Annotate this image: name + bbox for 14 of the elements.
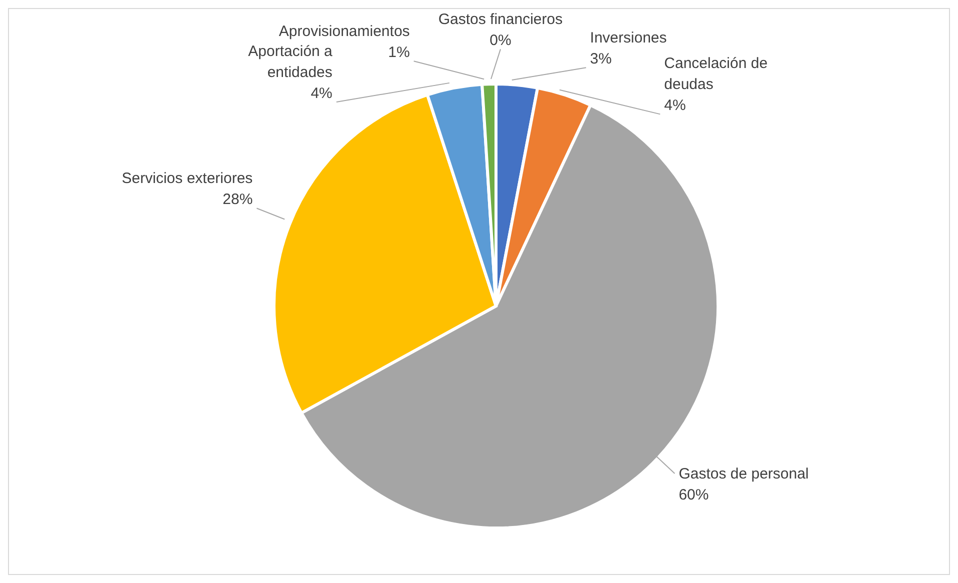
data-label: 1% xyxy=(388,44,410,62)
data-label: 3% xyxy=(590,50,612,68)
category-label: Gastos financieros xyxy=(438,11,563,28)
slice-label: Cancelación de deudas xyxy=(664,55,768,94)
data-label: 4% xyxy=(310,84,332,102)
data-label: 4% xyxy=(664,97,686,114)
slice-label: Inversiones xyxy=(590,30,667,47)
slice-label: Aprovisionamientos xyxy=(278,23,410,40)
data-label: 60% xyxy=(678,486,709,504)
slice-label: Aportación a entidades xyxy=(248,42,334,81)
slice-label: Servicios exteriores xyxy=(122,170,253,188)
data-label: 28% xyxy=(222,191,253,208)
text: 0% xyxy=(490,32,512,50)
slice-label: Gastos de personal xyxy=(678,466,809,483)
